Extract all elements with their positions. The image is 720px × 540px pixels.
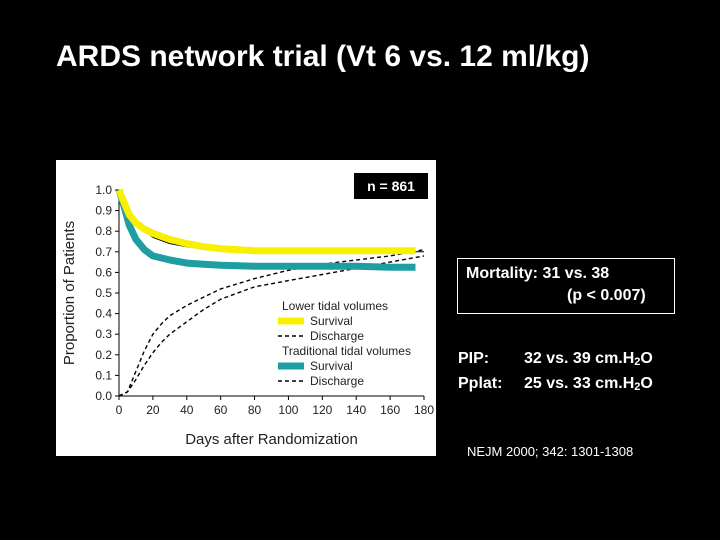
y-axis-label: Proportion of Patients [61, 221, 78, 365]
mortality-box: Mortality: 31 vs. 38 (p < 0.007) [457, 258, 675, 314]
x-axis-label: Days after Randomization [185, 431, 358, 448]
x-tick-label: 40 [180, 403, 194, 417]
x-tick-label: 80 [248, 403, 262, 417]
pplat-row: Pplat: 25 vs. 33 cm.H2O [458, 373, 653, 398]
pip-label: PIP: [458, 350, 490, 367]
y-tick-label: 0.4 [95, 307, 112, 321]
x-tick-label: 100 [278, 403, 298, 417]
pplat-subscript: 2 [634, 381, 641, 393]
pplat-unit-end: O [640, 375, 653, 392]
series-line-3 [118, 255, 425, 397]
y-tick-label: 0.8 [95, 224, 112, 238]
x-tick-label: 160 [380, 403, 400, 417]
slide-title: ARDS network trial (Vt 6 vs. 12 ml/kg) [56, 40, 590, 73]
line-chart: 0.0 0.1 0.2 0.3 0.4 0.5 0.6 0.7 0.8 0.9 1.0 0 20 40 60… [61, 183, 434, 448]
y-tick-label: 0.3 [95, 327, 112, 341]
legend-heading: Lower tidal volumes [282, 299, 388, 313]
x-tick-label: 180 [414, 403, 434, 417]
pip-value: 32 vs. 39 cm.H [524, 350, 635, 367]
y-tick-label: 0.1 [95, 368, 112, 382]
x-tick-label: 20 [146, 403, 160, 417]
chart-panel: 0.0 0.1 0.2 0.3 0.4 0.5 0.6 0.7 0.8 0.9 1.0 0 20 40 60… [56, 160, 436, 456]
legend-item-label: Discharge [310, 329, 364, 343]
pip-subscript: 2 [634, 356, 641, 368]
y-tick-label: 0.9 [95, 204, 112, 218]
series-line-2 [115, 188, 416, 271]
pip-unit-end: O [640, 350, 653, 367]
pplat-value: 25 vs. 33 cm.H [524, 375, 635, 392]
mortality-values: 31 vs. 38 [542, 265, 610, 282]
y-tick-label: 0.7 [95, 245, 112, 259]
series-line-1 [118, 249, 425, 397]
mortality-row: Mortality: 31 vs. 38 [466, 263, 666, 285]
mortality-label: Mortality: [466, 265, 538, 282]
legend-item-label: Discharge [310, 374, 364, 388]
series-line-0 [115, 188, 416, 255]
y-tick-label: 0.5 [95, 286, 112, 300]
y-tick-label: 0.2 [95, 348, 112, 362]
x-tick-label: 120 [312, 403, 332, 417]
x-tick-label: 140 [346, 403, 366, 417]
pressure-values: PIP: 32 vs. 39 cm.H2O Pplat: 25 vs. 33 cm.… [458, 348, 653, 398]
legend-item-label: Survival [310, 314, 353, 328]
x-tick-label: 0 [116, 403, 123, 417]
y-tick-label: 0.6 [95, 265, 112, 279]
pplat-label: Pplat: [458, 375, 503, 392]
pip-row: PIP: 32 vs. 39 cm.H2O [458, 348, 653, 373]
y-tick-label: 0.0 [95, 389, 112, 403]
citation: NEJM 2000; 342: 1301-1308 [467, 444, 634, 459]
mortality-p-value: (p < 0.007) [567, 287, 646, 304]
legend-heading: Traditional tidal volumes [282, 344, 411, 358]
x-tick-label: 60 [214, 403, 228, 417]
y-tick-label: 1.0 [95, 183, 112, 197]
sample-size-badge: n = 861 [353, 172, 429, 200]
legend-item-label: Survival [310, 359, 353, 373]
